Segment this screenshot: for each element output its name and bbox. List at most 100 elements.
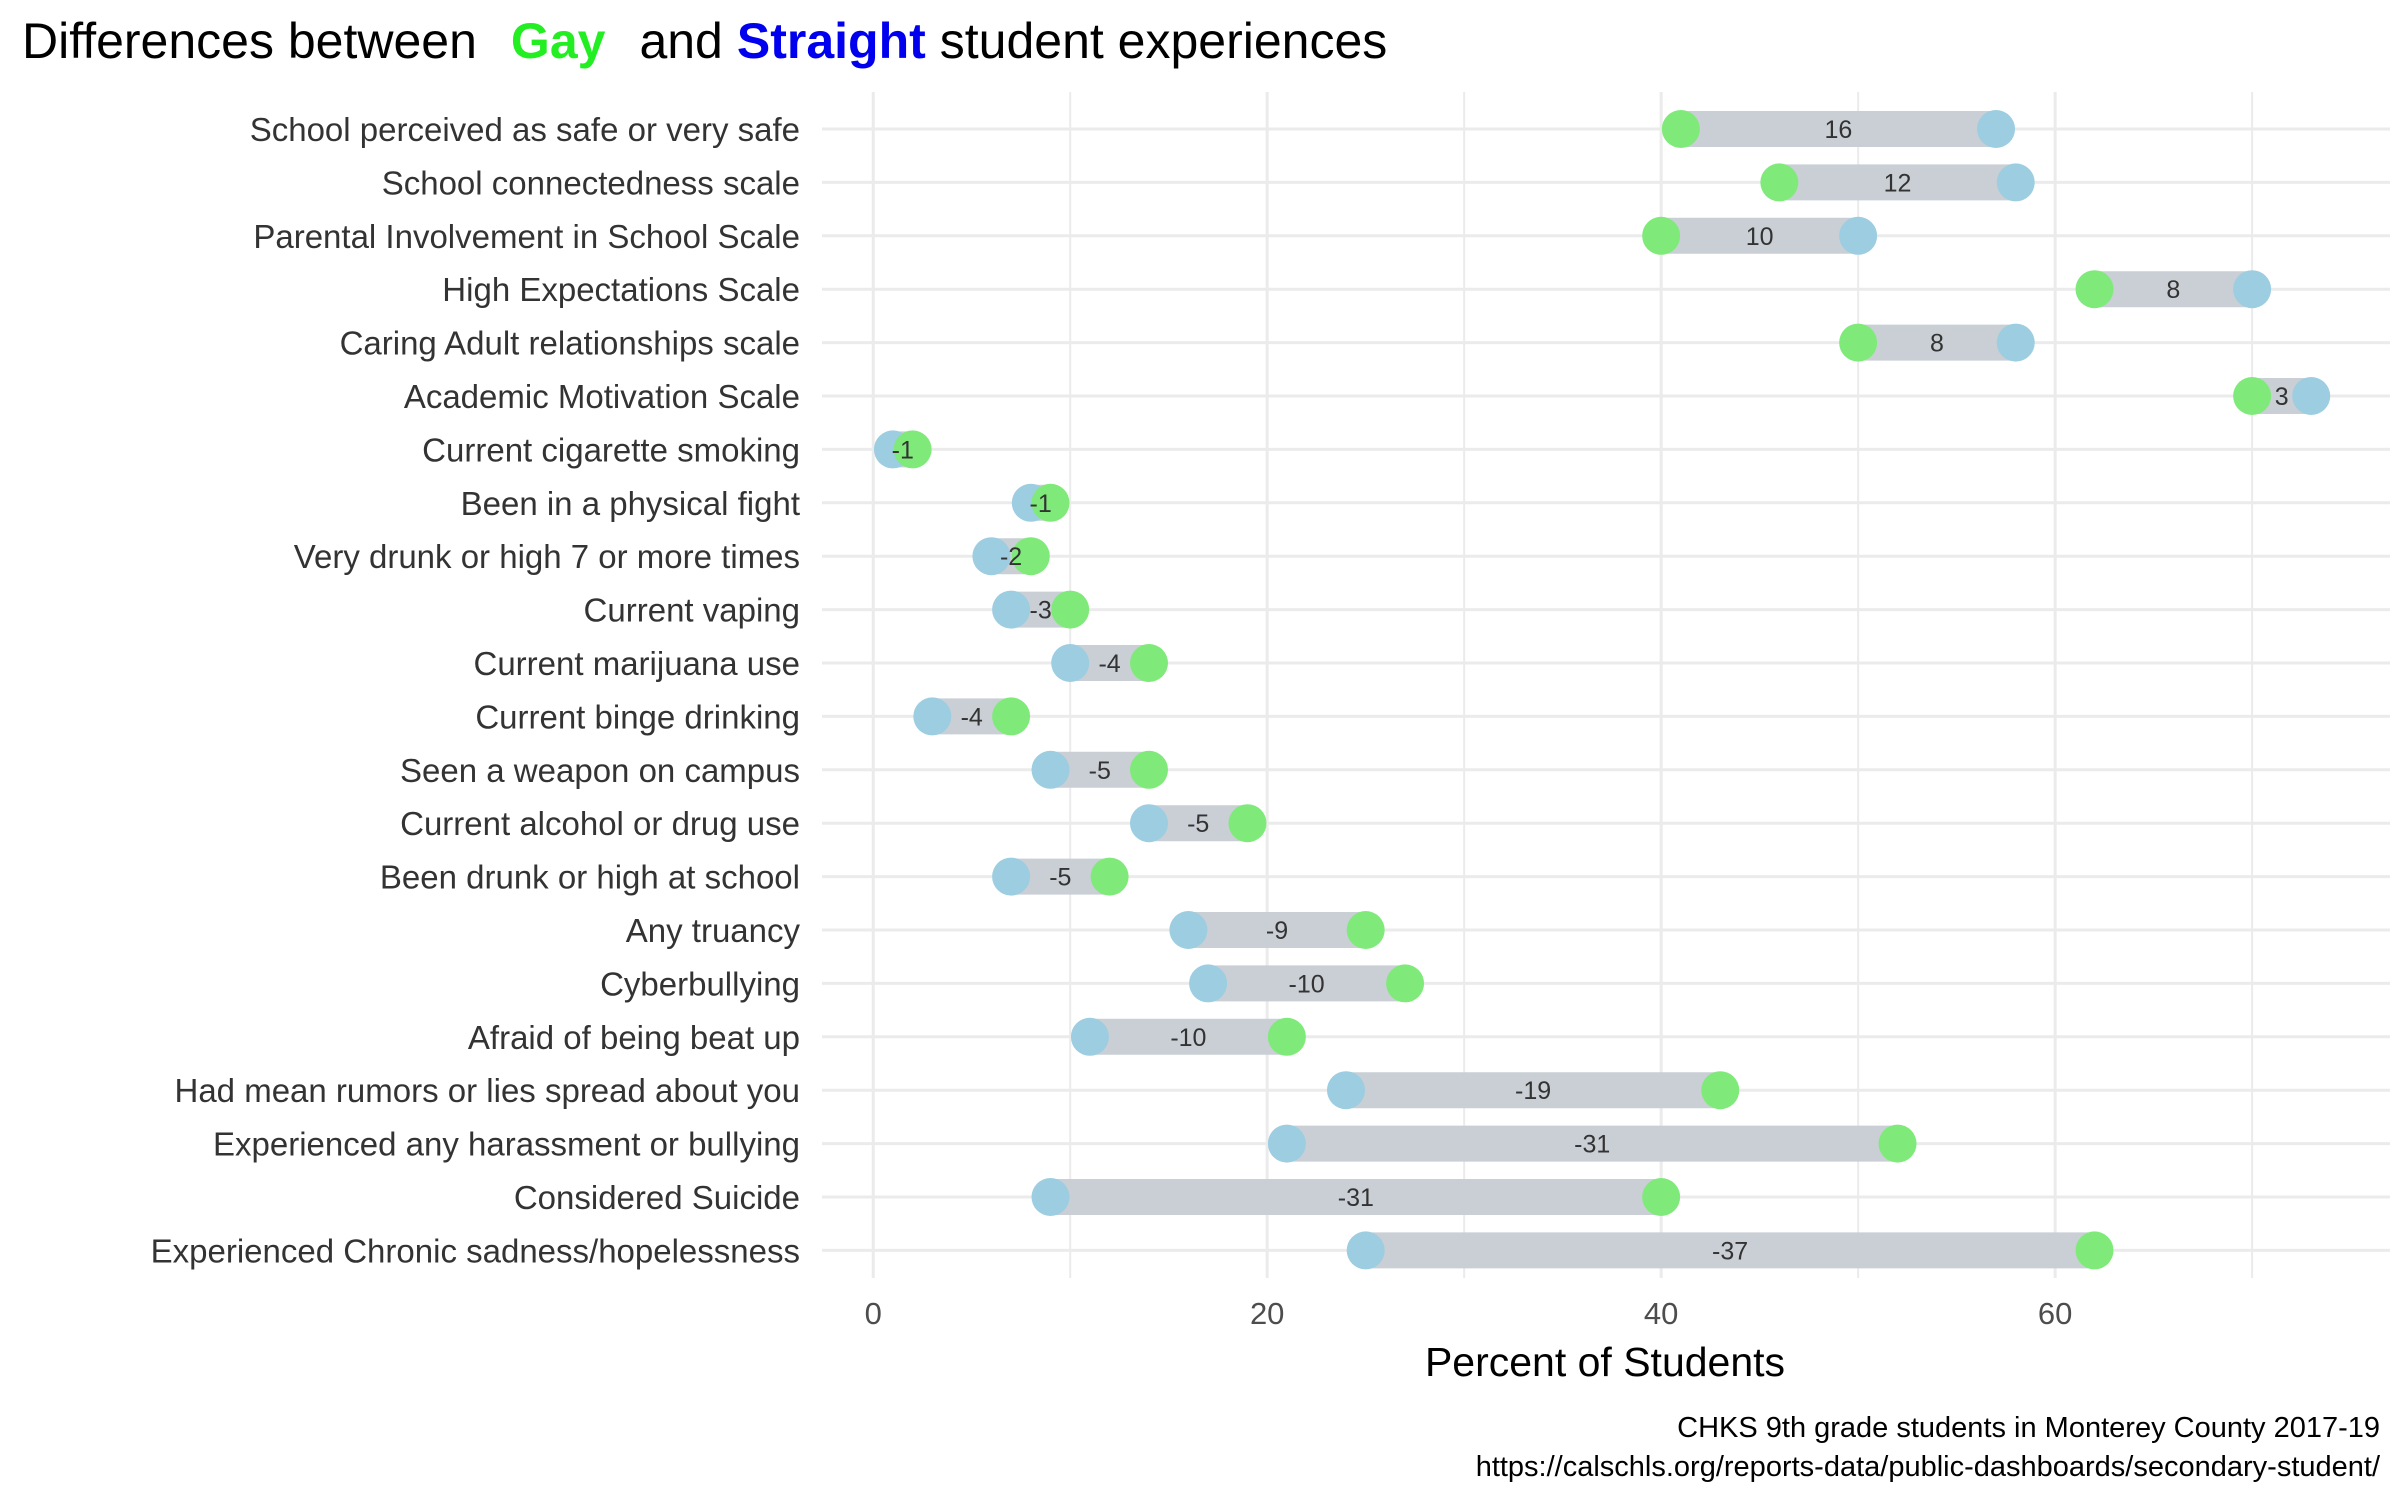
difference-label: 8	[1930, 330, 1944, 358]
title-gay: Gay	[511, 13, 606, 69]
gay-point	[1031, 483, 1070, 522]
straight-point	[1051, 644, 1090, 682]
category-label: Very drunk or high 7 or more times	[294, 538, 800, 575]
category-label: Been drunk or high at school	[380, 859, 800, 896]
straight-point	[1031, 1178, 1070, 1216]
category-label: Experienced Chronic sadness/hopelessness	[151, 1232, 800, 1269]
difference-label: -4	[961, 703, 983, 731]
difference-label: -19	[1515, 1077, 1551, 1105]
category-label: High Expectations Scale	[442, 271, 800, 308]
gay-point	[1661, 110, 1700, 148]
difference-label: -2	[1000, 543, 1022, 571]
straight-point	[1977, 110, 2016, 148]
category-label: Current cigarette smoking	[422, 431, 800, 468]
category-labels: School perceived as safe or very safe Sch…	[151, 111, 801, 1269]
gay-point	[1642, 216, 1681, 255]
x-tick-label: 60	[2038, 1296, 2072, 1331]
x-tick-label: 20	[1250, 1296, 1284, 1331]
difference-label: -10	[1289, 970, 1325, 998]
difference-label: -37	[1712, 1237, 1748, 1265]
difference-label: -31	[1574, 1131, 1610, 1159]
straight-point	[972, 537, 1011, 576]
difference-label: -10	[1170, 1024, 1206, 1052]
category-label: School perceived as safe or very safe	[250, 111, 800, 148]
caption-url: https://calschls.org/reports-data/public…	[1476, 1451, 2381, 1483]
gay-point	[1228, 804, 1267, 843]
straight-point	[992, 857, 1031, 896]
gay-point	[1129, 644, 1168, 682]
gay-point	[1760, 163, 1799, 202]
gay-point	[2075, 270, 2114, 309]
title-straight: Straight	[737, 13, 926, 69]
gay-point	[1701, 1071, 1740, 1110]
category-label: Current alcohol or drug use	[400, 805, 800, 842]
x-tick-labels: 0 20 40 60	[865, 1296, 2073, 1331]
gay-point	[2075, 1231, 2114, 1270]
straight-point	[1326, 1071, 1365, 1110]
category-label: Cyberbullying	[600, 965, 800, 1002]
point-layer	[873, 110, 2331, 1270]
straight-point	[992, 590, 1031, 629]
straight-point	[1189, 964, 1228, 1003]
difference-label: -4	[1098, 650, 1120, 678]
gay-point	[1878, 1124, 1917, 1163]
difference-label: 3	[2275, 383, 2289, 411]
category-label: Current vaping	[584, 592, 800, 629]
difference-label: -3	[1030, 597, 1052, 625]
category-label: Current marijuana use	[474, 645, 801, 682]
category-label: Had mean rumors or lies spread about you	[175, 1072, 801, 1109]
straight-point	[1070, 1017, 1109, 1056]
gay-point	[1051, 590, 1090, 629]
gay-point	[1129, 750, 1168, 789]
straight-point	[1996, 163, 2035, 202]
x-axis-title: Percent of Students	[1425, 1339, 1785, 1385]
difference-label: 16	[1825, 116, 1853, 144]
difference-label: -1	[892, 436, 914, 464]
category-label: Parental Involvement in School Scale	[253, 218, 800, 255]
category-label: Considered Suicide	[514, 1179, 800, 1216]
gay-point	[893, 430, 932, 469]
x-tick-label: 40	[1644, 1296, 1678, 1331]
gay-point	[1386, 964, 1425, 1003]
difference-label: -5	[1089, 757, 1111, 785]
gay-point	[1346, 911, 1385, 949]
straight-point	[1267, 1124, 1306, 1163]
difference-label: -31	[1338, 1184, 1374, 1212]
gay-point	[992, 697, 1031, 736]
chart-title: Differences between Gay and Straight student…	[22, 13, 1387, 69]
gay-point	[1642, 1178, 1681, 1216]
difference-label: 8	[2166, 276, 2180, 304]
caption-source: CHKS 9th grade students in Monterey Coun…	[1677, 1412, 2380, 1444]
straight-point	[913, 697, 952, 736]
difference-label: 12	[1884, 169, 1912, 197]
difference-label: -5	[1049, 864, 1071, 892]
category-label: Current binge drinking	[475, 698, 800, 735]
gay-point	[1267, 1017, 1306, 1056]
category-label: Caring Adult relationships scale	[340, 325, 800, 362]
straight-point	[1346, 1231, 1385, 1270]
straight-point	[1169, 911, 1208, 949]
title-middle: and	[639, 13, 722, 69]
difference-label: -1	[1030, 490, 1052, 518]
gay-point	[1090, 857, 1129, 896]
straight-point	[1996, 323, 2035, 362]
difference-label: -9	[1266, 917, 1288, 945]
label-layer: 161210883-1-1-2-3-4-4-5-5-5-9-10-10-19-3…	[892, 116, 2289, 1265]
difference-label: 10	[1746, 223, 1774, 251]
title-prefix: Differences between	[22, 13, 477, 69]
category-label: Afraid of being beat up	[468, 1019, 800, 1056]
category-label: Seen a weapon on campus	[400, 752, 800, 789]
gay-point	[1839, 323, 1878, 362]
category-label: School connectedness scale	[382, 164, 800, 201]
category-label: Any truancy	[626, 912, 801, 949]
category-label: Been in a physical fight	[461, 485, 800, 522]
straight-point	[2233, 270, 2272, 309]
straight-point	[2292, 377, 2331, 415]
category-label: Experienced any harassment or bullying	[213, 1126, 800, 1163]
straight-point	[1839, 216, 1878, 255]
title-suffix: student experiences	[940, 13, 1388, 69]
category-label: Academic Motivation Scale	[404, 378, 800, 415]
grid-layer	[822, 92, 2390, 1278]
gay-point	[2233, 377, 2272, 415]
